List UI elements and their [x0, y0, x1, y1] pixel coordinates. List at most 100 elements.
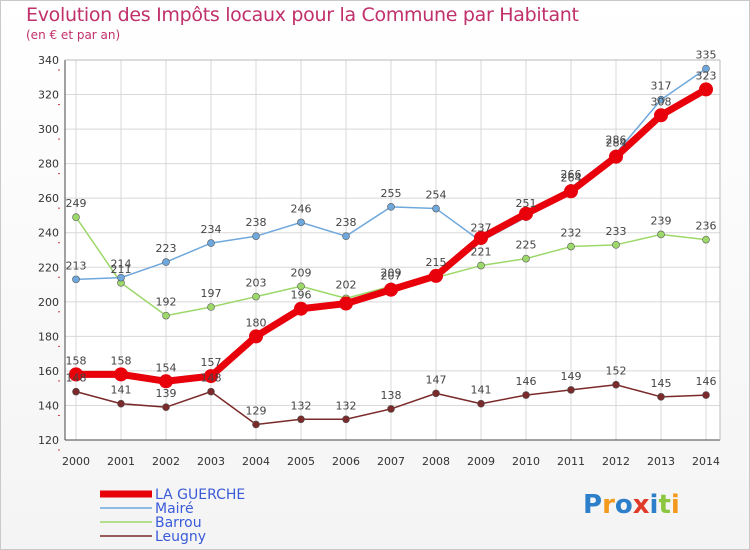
- y-tick-label: 140: [38, 399, 59, 412]
- data-point-la-guerche: [159, 374, 173, 389]
- x-tick-label: 2004: [242, 455, 270, 468]
- data-point-mair: [387, 203, 395, 211]
- data-label-la-guerche: 308: [651, 95, 672, 108]
- proxiti-logo: Proxiti: [583, 490, 680, 520]
- data-label-barrou: 232: [561, 227, 582, 240]
- data-label-mair: 223: [156, 242, 177, 255]
- data-point-leugny: [522, 391, 530, 399]
- data-point-mair: [72, 275, 80, 284]
- data-point-leugny: [657, 393, 665, 401]
- data-label-barrou: 202: [336, 278, 357, 291]
- data-label-mair: 266: [561, 168, 582, 181]
- data-point-leugny: [72, 387, 80, 396]
- x-tick-label: 2010: [512, 455, 540, 468]
- y-tick-label: 220: [38, 261, 59, 274]
- legend-label-mair: Mairé: [155, 501, 194, 517]
- data-label-barrou: 221: [471, 246, 492, 259]
- data-point-la-guerche: [609, 149, 623, 164]
- x-tick-label: 2007: [377, 455, 405, 468]
- data-point-la-guerche: [249, 329, 263, 344]
- data-point-mair: [702, 64, 710, 73]
- data-label-leugny: 138: [381, 389, 402, 402]
- x-tick-label: 2013: [647, 455, 675, 468]
- legend-label-leugny: Leugny: [155, 529, 206, 545]
- data-label-la-guerche: 158: [111, 354, 132, 367]
- data-label-la-guerche: 154: [156, 361, 177, 374]
- data-point-mair: [207, 239, 215, 247]
- chart-subtitle: (en € et par an): [26, 28, 121, 42]
- data-label-barrou: 203: [246, 277, 267, 290]
- y-tick-label: 120: [38, 434, 59, 447]
- data-label-mair: 238: [336, 216, 357, 229]
- data-label-leugny: 146: [696, 375, 717, 388]
- data-label-mair: 238: [246, 216, 267, 229]
- data-label-leugny: 148: [66, 372, 87, 385]
- data-point-la-guerche: [474, 230, 488, 245]
- data-label-mair: 335: [696, 49, 717, 62]
- data-point-la-guerche: [384, 282, 398, 297]
- y-tick-label: 300: [38, 123, 59, 136]
- plot-area: [65, 60, 720, 440]
- data-label-la-guerche: 180: [246, 316, 267, 329]
- data-point-leugny: [387, 405, 395, 413]
- y-tick-label: 240: [38, 227, 59, 240]
- data-label-mair: 255: [381, 187, 402, 200]
- data-point-la-guerche: [114, 367, 128, 382]
- logo-letter: r: [602, 490, 615, 520]
- data-label-barrou: 209: [381, 266, 402, 279]
- x-tick-label: 2003: [197, 455, 225, 468]
- data-point-la-guerche: [564, 184, 578, 199]
- data-point-leugny: [342, 415, 350, 424]
- y-tick-label: 280: [38, 158, 59, 171]
- data-label-la-guerche: 215: [426, 256, 447, 269]
- data-point-leugny: [162, 403, 170, 411]
- data-point-la-guerche: [654, 108, 668, 123]
- data-label-barrou: 249: [66, 197, 87, 210]
- data-point-barrou: [702, 235, 710, 244]
- data-label-leugny: 145: [651, 377, 672, 390]
- data-point-la-guerche: [519, 206, 533, 221]
- data-label-barrou: 236: [696, 220, 717, 233]
- data-point-barrou: [477, 261, 485, 270]
- data-label-barrou: 225: [516, 239, 537, 252]
- x-tick-label: 2006: [332, 455, 360, 468]
- y-tick-label: 260: [38, 192, 59, 205]
- x-tick-label: 2011: [557, 455, 585, 468]
- data-label-leugny: 141: [111, 384, 132, 397]
- data-label-la-guerche: 157: [201, 356, 222, 369]
- data-point-leugny: [612, 380, 620, 389]
- data-label-leugny: 148: [201, 372, 222, 385]
- data-label-la-guerche: 264: [561, 171, 582, 184]
- data-point-la-guerche: [429, 268, 443, 283]
- data-label-mair: 214: [111, 258, 132, 271]
- data-point-barrou: [657, 230, 665, 239]
- data-point-mair: [162, 258, 170, 266]
- data-point-mair: [432, 204, 440, 213]
- data-point-barrou: [612, 241, 620, 249]
- logo-letter: x: [632, 490, 650, 520]
- data-label-mair: 254: [426, 189, 447, 202]
- data-label-barrou: 192: [156, 296, 177, 309]
- data-point-leugny: [567, 386, 575, 394]
- y-tick-label: 160: [38, 365, 59, 378]
- data-point-barrou: [207, 303, 215, 311]
- data-point-la-guerche: [204, 369, 218, 384]
- data-point-leugny: [477, 399, 485, 408]
- data-label-barrou: 197: [201, 287, 222, 300]
- x-tick-label: 2000: [62, 455, 90, 468]
- chart-title: Evolution des Impôts locaux pour la Comm…: [26, 4, 579, 26]
- x-tick-label: 2008: [422, 455, 450, 468]
- y-tick-label: 340: [38, 54, 59, 67]
- data-label-leugny: 129: [246, 404, 267, 417]
- data-label-mair: 246: [291, 202, 312, 215]
- data-point-barrou: [297, 282, 305, 291]
- y-tick-label: 320: [38, 89, 59, 102]
- data-point-barrou: [567, 242, 575, 251]
- data-label-mair: 237: [471, 221, 492, 234]
- data-point-barrou: [522, 254, 530, 263]
- logo-letter: o: [614, 490, 633, 520]
- data-point-leugny: [297, 415, 305, 424]
- data-label-leugny: 141: [471, 384, 492, 397]
- data-label-leugny: 147: [426, 373, 447, 386]
